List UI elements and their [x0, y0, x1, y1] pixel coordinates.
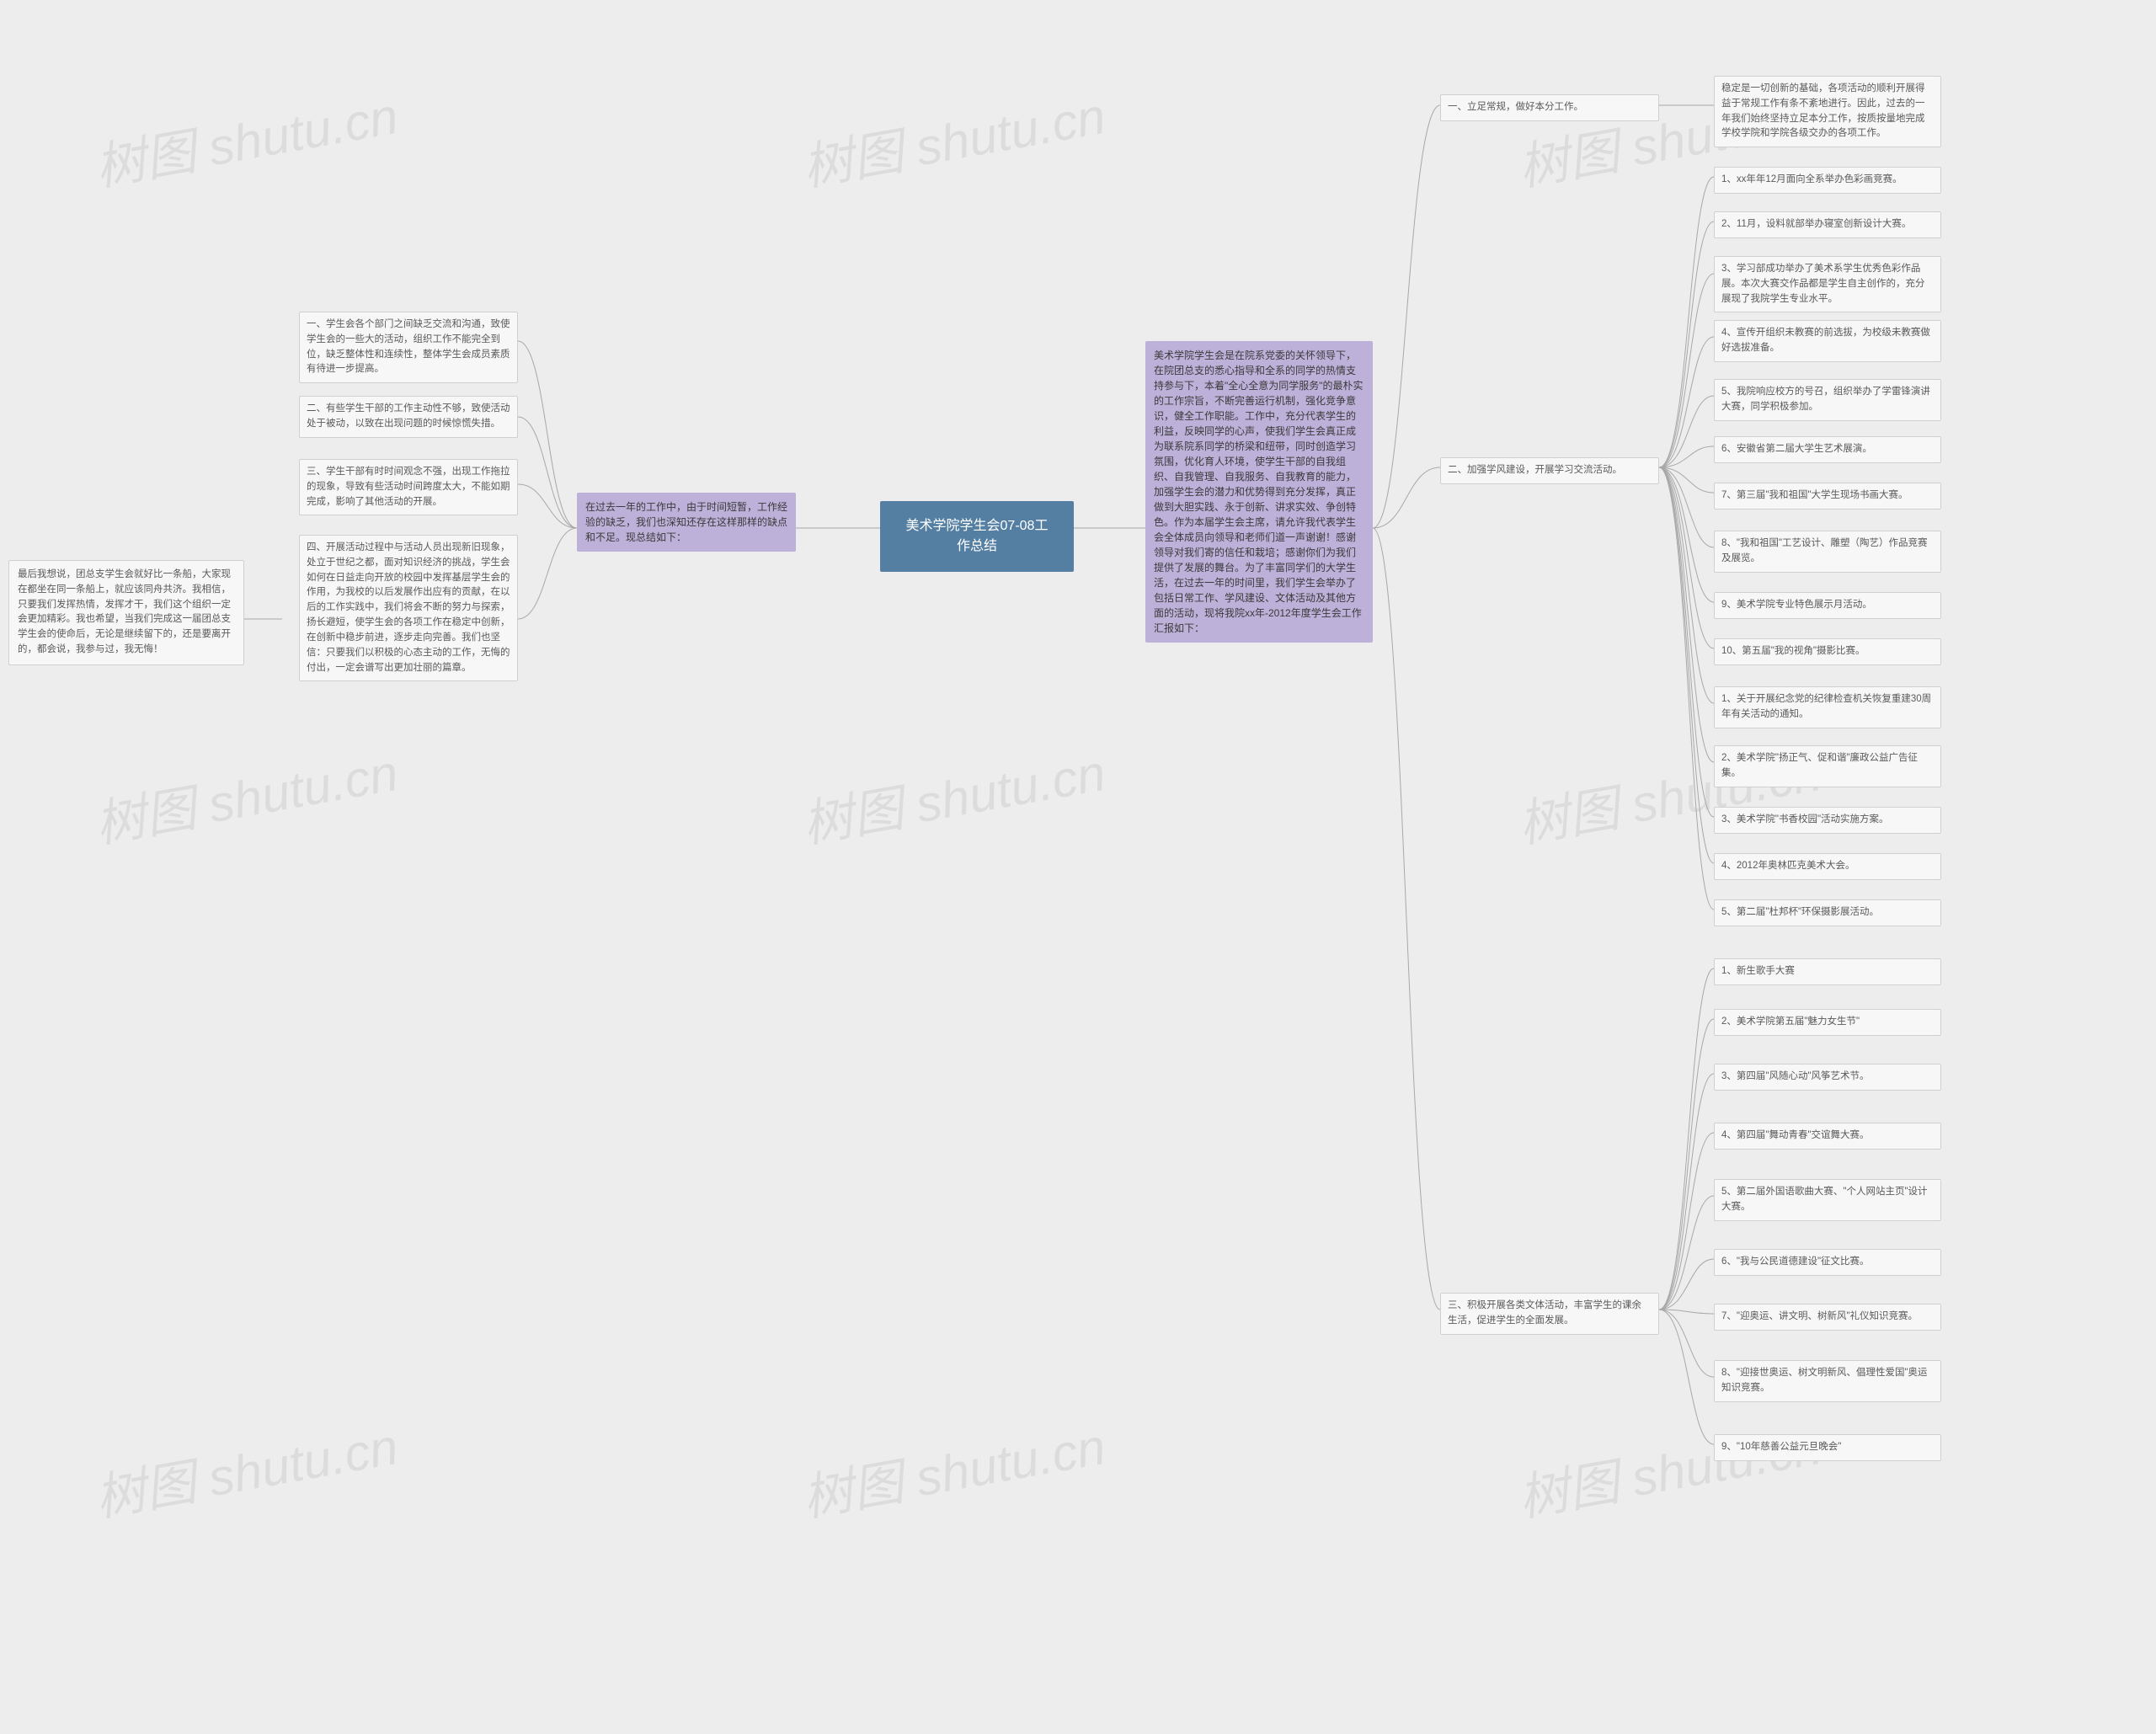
sec2-a4[interactable]: 4、宣传开组织未教赛的前选拔，为校级未教赛做好选拔准备。	[1714, 320, 1941, 362]
sec2-b4[interactable]: 4、2012年奥林匹克美术大会。	[1714, 853, 1941, 880]
left-item-2[interactable]: 二、有些学生干部的工作主动性不够，致使活动处于被动，以致在出现问题的时候惊慌失措…	[299, 396, 518, 438]
sec2-b1[interactable]: 1、关于开展纪念党的纪律检查机关恢复重建30周年有关活动的通知。	[1714, 686, 1941, 728]
sec2-b2[interactable]: 2、美术学院"扬正气、促和谐"廉政公益广告征集。	[1714, 745, 1941, 787]
root-title-line2: 作总结	[892, 536, 1062, 557]
sec3-c3[interactable]: 3、第四届"风随心动"风筝艺术节。	[1714, 1064, 1941, 1091]
sec3-c9[interactable]: 9、"10年慈善公益元旦晚会"	[1714, 1434, 1941, 1461]
watermark: 树图 shutu.cn	[88, 732, 403, 857]
root-title-line1: 美术学院学生会07-08工	[892, 516, 1062, 536]
left-item-4[interactable]: 四、开展活动过程中与活动人员出现新旧现象，处立于世纪之都，面对知识经济的挑战，学…	[299, 535, 518, 681]
sec2-b5[interactable]: 5、第二届"杜邦杯"环保摄影展活动。	[1714, 899, 1941, 926]
sec2-a2[interactable]: 2、11月，设料就部举办寝室创新设计大赛。	[1714, 211, 1941, 238]
sec2-a6[interactable]: 6、安徽省第二届大学生艺术展演。	[1714, 436, 1941, 463]
sec3-c1[interactable]: 1、新生歌手大赛	[1714, 958, 1941, 985]
left-item-3[interactable]: 三、学生干部有时时间观念不强，出现工作拖拉的现象，导致有些活动时间跨度太大，不能…	[299, 459, 518, 515]
sec2-a1[interactable]: 1、xx年年12月面向全系举办色彩画竞赛。	[1714, 167, 1941, 194]
left-external-block[interactable]: 最后我想说，团总支学生会就好比一条船，大家现在都坐在同一条船上，就应该同舟共济。…	[8, 560, 244, 665]
watermark: 树图 shutu.cn	[796, 1406, 1110, 1531]
left-item-1[interactable]: 一、学生会各个部门之间缺乏交流和沟通，致使学生会的一些大的活动，组织工作不能完全…	[299, 312, 518, 383]
watermark: 树图 shutu.cn	[88, 1406, 403, 1531]
watermark: 树图 shutu.cn	[796, 732, 1110, 857]
sec2-a10[interactable]: 10、第五届"我的视角"摄影比赛。	[1714, 638, 1941, 665]
mindmap-canvas: 树图 shutu.cn 树图 shutu.cn 树图 shutu.cn 树图 s…	[0, 0, 2156, 1734]
watermark: 树图 shutu.cn	[1512, 1406, 1826, 1531]
left-summary-node[interactable]: 在过去一年的工作中，由于时间短暂，工作经验的缺乏，我们也深知还存在这样那样的缺点…	[577, 493, 796, 552]
root-node[interactable]: 美术学院学生会07-08工 作总结	[880, 501, 1074, 572]
sec2-a5[interactable]: 5、我院响应校方的号召，组织举办了学雷锋演讲大赛，同学积极参加。	[1714, 379, 1941, 421]
sec2-a8[interactable]: 8、"我和祖国"工艺设计、雕塑（陶艺）作品竞赛及展览。	[1714, 531, 1941, 573]
sec2-b3[interactable]: 3、美术学院"书香校园"活动实施方案。	[1714, 807, 1941, 834]
right-sec3-label[interactable]: 三、积极开展各类文体活动，丰富学生的课余 生活，促进学生的全面发展。	[1440, 1293, 1659, 1335]
watermark: 树图 shutu.cn	[796, 75, 1110, 200]
right-sec2-label[interactable]: 二、加强学风建设，开展学习交流活动。	[1440, 457, 1659, 484]
sec2-a9[interactable]: 9、美术学院专业特色展示月活动。	[1714, 592, 1941, 619]
sec3-label-l2: 生活，促进学生的全面发展。	[1448, 1314, 1652, 1329]
sec3-c6[interactable]: 6、"我与公民道德建设"征文比赛。	[1714, 1249, 1941, 1276]
sec3-c7[interactable]: 7、"迎奥运、讲文明、树新风"礼仪知识竞赛。	[1714, 1304, 1941, 1331]
right-sec1-label[interactable]: 一、立足常规，做好本分工作。	[1440, 94, 1659, 121]
sec3-c5[interactable]: 5、第二届外国语歌曲大赛、"个人网站主页"设计大赛。	[1714, 1179, 1941, 1221]
sec3-c2[interactable]: 2、美术学院第五届"魅力女生节"	[1714, 1009, 1941, 1036]
sec3-c4[interactable]: 4、第四届"舞动青春"交谊舞大赛。	[1714, 1123, 1941, 1150]
watermark: 树图 shutu.cn	[88, 75, 403, 200]
right-sec1-body[interactable]: 稳定是一切创新的基础，各项活动的顺利开展得益于常规工作有条不紊地进行。因此，过去…	[1714, 76, 1941, 147]
sec3-c8[interactable]: 8、"迎接世奥运、树文明新风、倡理性爱国"奥运知识竞赛。	[1714, 1360, 1941, 1402]
sec2-a3[interactable]: 3、学习部成功举办了美术系学生优秀色彩作品展。本次大赛交作品都是学生自主创作的，…	[1714, 256, 1941, 312]
sec3-label-l1: 三、积极开展各类文体活动，丰富学生的课余	[1448, 1299, 1652, 1314]
right-intro-node[interactable]: 美术学院学生会是在院系党委的关怀领导下，在院团总支的悉心指导和全系的同学的热情支…	[1145, 341, 1373, 643]
sec2-a7[interactable]: 7、第三届"我和祖国"大学生现场书画大赛。	[1714, 483, 1941, 510]
